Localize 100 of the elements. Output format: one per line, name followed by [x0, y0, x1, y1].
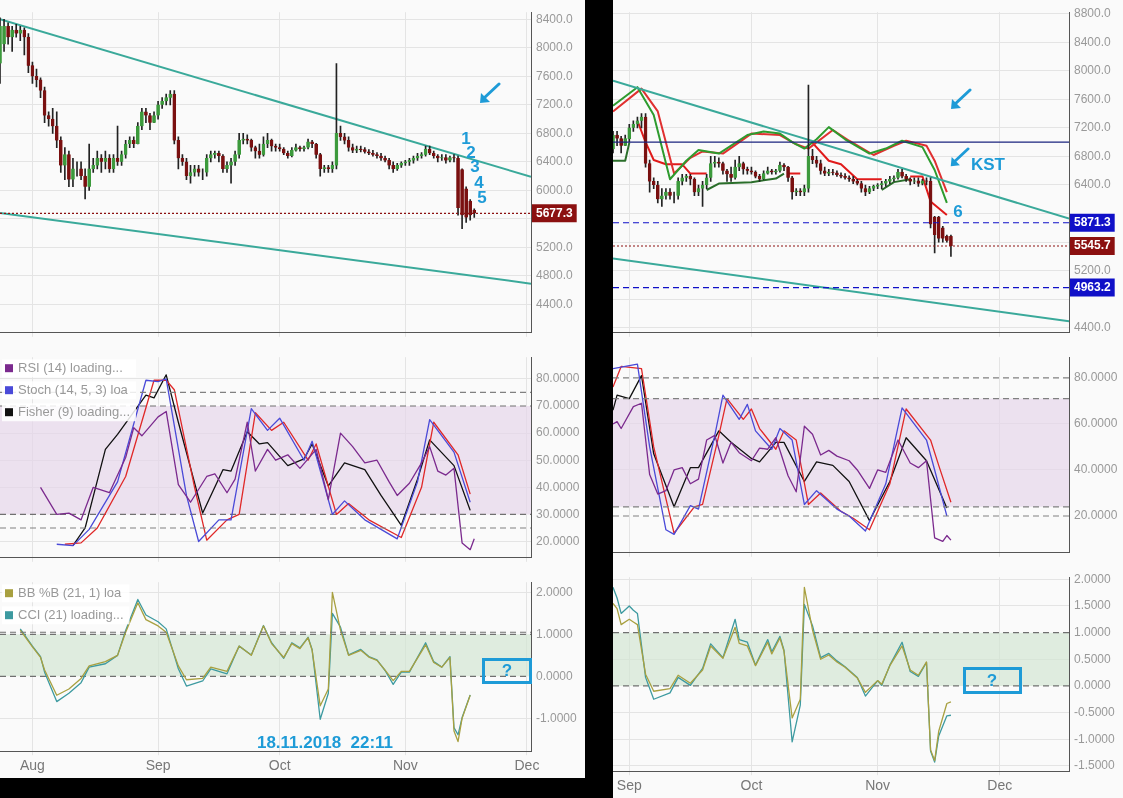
candlestick — [269, 138, 274, 152]
annotation: ? — [986, 670, 998, 690]
y-tick-label: 1.0000 — [1074, 624, 1112, 639]
candlestick — [798, 188, 803, 197]
y-tick-label: -1.0000 — [536, 710, 578, 725]
y-tick-label: 7200.0 — [536, 97, 574, 112]
x-tick-label: Nov — [392, 757, 418, 774]
candlestick — [879, 181, 884, 189]
y-tick-label: 1.0000 — [536, 626, 574, 641]
candlestick — [277, 143, 282, 152]
y-tick-label: 2.0000 — [536, 584, 574, 599]
annotation: ? — [501, 660, 513, 680]
y-tick-label: 4400.0 — [1074, 320, 1112, 335]
y-tick-label: 5200.0 — [536, 239, 574, 254]
candlestick — [867, 186, 872, 194]
candlestick — [358, 145, 363, 153]
x-tick-label: Aug — [19, 757, 45, 774]
candlestick — [188, 165, 193, 184]
candlestick — [802, 184, 807, 197]
legend-label: CCI (21) loading... — [18, 606, 124, 622]
candlestick — [342, 132, 347, 145]
candlestick — [647, 159, 652, 193]
candlestick — [423, 145, 428, 157]
candlestick — [415, 152, 420, 161]
x-tick-label: Sep — [145, 757, 171, 774]
y-tick-label: -1.5000 — [1074, 758, 1116, 773]
y-tick-label: 60.0000 — [536, 425, 580, 440]
candlestick — [452, 154, 456, 163]
candlestick — [696, 184, 701, 197]
candlestick — [273, 143, 278, 152]
y-tick-label: 7600.0 — [536, 68, 574, 83]
candlestick — [103, 150, 108, 170]
y-tick-label: 20.0000 — [1074, 508, 1118, 523]
candlestick — [810, 148, 815, 164]
candlestick — [794, 188, 799, 197]
y-tick-label: 20.0000 — [536, 533, 580, 548]
candlestick — [249, 138, 254, 152]
y-tick-label: 6400.0 — [536, 154, 574, 169]
y-tick-label: 6400.0 — [1074, 177, 1112, 192]
candlestick — [180, 154, 185, 166]
candlestick — [338, 125, 343, 141]
y-tick-label: 50.0000 — [536, 452, 580, 467]
y-tick-label: -1.0000 — [1074, 731, 1116, 746]
candlestick — [176, 136, 181, 170]
candlestick — [643, 113, 648, 168]
candlestick — [196, 165, 201, 177]
candlestick — [99, 154, 104, 173]
candlestick — [253, 145, 258, 159]
candlestick — [326, 165, 331, 173]
candlestick — [700, 181, 705, 207]
candlestick — [806, 84, 811, 193]
y-tick-label: 0.5000 — [1074, 651, 1112, 666]
ref-line-label: 5871.3 — [1074, 215, 1112, 230]
candlestick — [692, 177, 697, 197]
candlestick — [403, 160, 408, 166]
candlestick — [265, 132, 270, 148]
y-tick-label: 40.0000 — [536, 479, 580, 494]
candlestick — [34, 68, 39, 88]
candlestick — [745, 166, 750, 175]
candlestick — [184, 157, 189, 180]
y-tick-label: 80.0000 — [536, 371, 580, 386]
candlestick — [111, 154, 116, 173]
candlestick — [346, 136, 351, 152]
x-tick-label: Nov — [865, 777, 891, 794]
annotation: 6 — [953, 201, 963, 221]
candlestick — [107, 154, 112, 173]
candlestick — [749, 166, 754, 175]
x-tick-label: Dec — [514, 757, 540, 774]
candlestick — [241, 132, 246, 145]
candlestick — [411, 155, 416, 164]
candlestick — [30, 61, 35, 84]
candlestick — [334, 63, 339, 170]
annotation: 18.11.2018 22:11 — [256, 732, 394, 752]
y-tick-label: 8400.0 — [1074, 34, 1112, 49]
x-tick-label: Oct — [740, 777, 763, 794]
x-tick-label: Sep — [616, 777, 642, 794]
y-tick-label: 7200.0 — [1074, 120, 1112, 135]
y-tick-label: 0.0000 — [536, 668, 574, 683]
candlestick — [322, 165, 327, 173]
y-tick-label: 2.0000 — [1074, 571, 1112, 586]
y-tick-label: 0.0000 — [1074, 678, 1112, 693]
legend-label: RSI (14) loading... — [18, 359, 123, 375]
candlestick — [201, 168, 204, 180]
x-tick-label: Dec — [987, 777, 1013, 794]
candlestick — [843, 173, 847, 180]
y-tick-label: 60.0000 — [1074, 416, 1118, 431]
candlestick — [46, 111, 51, 127]
legend-label: Stoch (14, 5, 3) loa — [18, 381, 129, 397]
y-tick-label: 8800.0 — [1074, 5, 1112, 20]
candlestick — [639, 113, 644, 129]
candlestick — [863, 184, 868, 197]
y-tick-label: 4800.0 — [536, 268, 574, 283]
x-tick-label: Oct — [268, 757, 291, 774]
candlestick — [123, 140, 128, 159]
candlestick — [192, 165, 197, 177]
legend-label: Fisher (9) loading... — [18, 403, 130, 419]
candlestick — [875, 183, 880, 189]
y-tick-label: 8000.0 — [536, 40, 574, 55]
y-tick-label: 7600.0 — [1074, 91, 1112, 106]
ref-line-label: 4963.2 — [1074, 279, 1112, 294]
